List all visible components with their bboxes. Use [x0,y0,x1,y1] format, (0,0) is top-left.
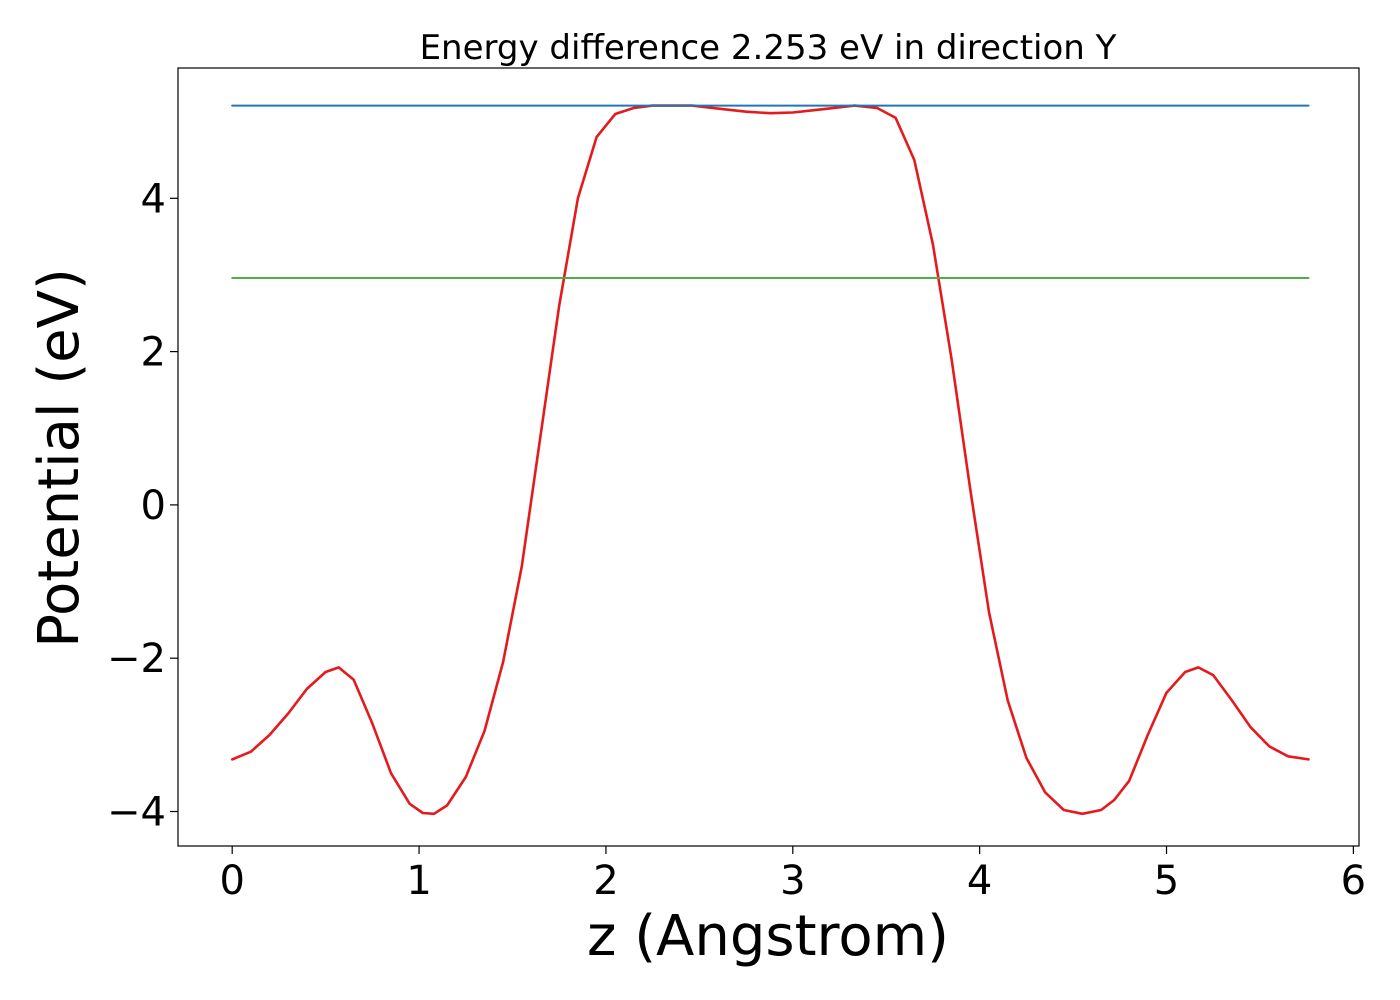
x-tick-label: 6 [1341,858,1366,904]
x-tick-label: 3 [780,858,805,904]
y-tick-label: 2 [141,330,166,376]
x-tick-label: 2 [593,858,618,904]
y-tick-label: −2 [107,636,166,682]
series-line-0 [230,104,1310,816]
axes-frame [177,67,1360,847]
y-tick-label: 4 [141,176,166,222]
y-axis-label: Potential (eV) [27,268,92,648]
y-tick-label: −4 [107,790,166,836]
x-axis-ticks: 0 1 2 3 4 5 6 [219,846,1366,904]
x-tick-label: 0 [219,858,244,904]
x-axis-label: z (Angstrom) [587,904,949,969]
plot-area [177,67,1360,847]
x-tick-label: 1 [406,858,431,904]
y-axis-ticks: −4 −2 0 2 4 [107,176,178,836]
x-tick-label: 5 [1154,858,1179,904]
x-tick-label: 4 [967,858,992,904]
chart-title: Energy difference 2.253 eV in direction … [420,28,1117,68]
y-tick-label: 0 [141,483,166,529]
